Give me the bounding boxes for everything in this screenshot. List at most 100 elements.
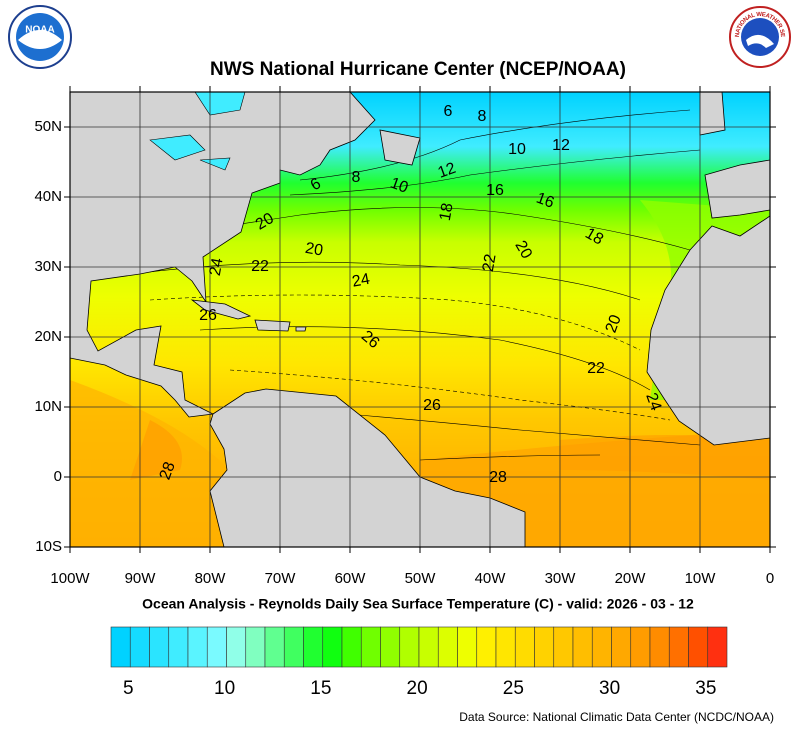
colorbar-swatch [149,626,170,668]
colorbar-swatch [245,626,266,668]
gulf-warm-core [560,435,770,480]
contour-label: 20 [603,313,625,336]
colorbar-swatch [649,626,670,668]
colorbar-swatch [283,626,304,668]
lon-label: 20W [615,570,647,587]
lat-label: 40N [34,188,62,205]
lat-label: 50N [34,118,62,135]
north-america [70,92,376,418]
grid [70,92,770,547]
colorbar-swatch [341,626,362,668]
colorbar-label: 5 [123,678,134,699]
lon-label: 40W [475,570,507,587]
colorbar-swatch [418,626,439,668]
colorbar-swatch [553,626,574,668]
hudson-bay [194,92,246,116]
noaa-logo: NOAA [8,5,72,69]
colorbar-label: 25 [503,678,524,699]
lon-label: 0 [766,570,774,587]
contour-label: 20 [511,238,535,262]
colorbar-swatch [187,626,208,668]
colorbar-swatch [611,626,632,668]
colorbar-swatch [168,626,189,668]
contour-label: 18 [437,202,457,223]
contour-label: 28 [489,469,507,486]
contour-label: 20 [304,240,325,260]
contour-label: 20 [253,210,277,234]
south-america [209,388,526,547]
colorbar-swatch [264,626,285,668]
contour-label: 8 [478,108,487,125]
caption: Ocean Analysis - Reynolds Daily Sea Surf… [142,596,694,612]
colorbar-swatch [399,626,420,668]
nws-logo-text: NATIONAL WEATHER SERVICE [0,0,786,37]
colorbar-swatch [110,626,131,668]
colorbar-swatch [457,626,478,668]
colorbar-swatch [360,626,381,668]
noaa-logo-text: NOAA [25,25,54,36]
contour-label: 6 [444,103,453,120]
contour-label: 24 [207,257,227,278]
contour-label: 16 [534,190,557,212]
europe [704,159,770,219]
africa [646,215,770,446]
lon-label: 70W [265,570,297,587]
title: NWS National Hurricane Center (NCEP/NOAA… [210,59,626,80]
contour-label: 18 [582,225,606,249]
lat-label: 20N [34,328,62,345]
contour-label: 22 [480,253,500,274]
contour-label: 22 [587,360,605,377]
colorbar-swatch [591,626,612,668]
contour-label: 10 [388,175,411,197]
colorbar-swatch [572,626,593,668]
contour-label: 24 [642,391,664,414]
colorbar-swatch [226,626,247,668]
colorbar-swatch [322,626,343,668]
colorbar-label: 10 [214,678,235,699]
contour-label: 12 [552,137,570,154]
contour-label: 16 [486,182,504,199]
contour-label: 28 [157,460,179,483]
lat-label: 30N [34,258,62,275]
colorbar-swatch [206,626,227,668]
contour-label: 24 [351,271,372,291]
colorbar-swatch [380,626,401,668]
colorbar-swatch [437,626,458,668]
lon-label: 80W [195,570,227,587]
source: Data Source: National Climatic Data Cent… [459,710,774,724]
newfoundland [379,129,421,166]
british-isles [699,92,726,136]
colorbar-swatch [495,626,516,668]
colorbar-label: 15 [310,678,331,699]
colorbar-swatch [534,626,555,668]
contour-label: 12 [436,160,459,182]
lon-label: 10W [685,570,717,587]
colorbar-label: 30 [599,678,620,699]
lat-label: 0 [54,468,62,485]
lat-label: 10S [35,538,62,555]
colorbar-swatch [688,626,709,668]
colorbar-swatch [707,626,728,668]
contour-label: 8 [352,169,361,186]
contour-label: 26 [423,397,441,414]
caribbean-islands [190,299,307,332]
colorbar: 5 10 15 20 25 30 35 [110,626,728,699]
colorbar-swatch [476,626,497,668]
lon-label: 60W [335,570,367,587]
lon-label: 30W [545,570,577,587]
contour-label: 26 [199,307,217,324]
nws-logo: NATIONAL WEATHER SERVICE [0,0,791,68]
contour-label: 22 [251,258,269,275]
nws-logo-text-path: NATIONAL WEATHER SERVICE [0,0,786,37]
colorbar-swatch [630,626,651,668]
lon-label: 100W [50,570,90,587]
lon-label: 90W [125,570,157,587]
lat-label: 10N [34,398,62,415]
lon-label: 50W [405,570,437,587]
colorbar-swatch [668,626,689,668]
colorbar-swatch [129,626,150,668]
contour-label: 10 [508,141,526,158]
